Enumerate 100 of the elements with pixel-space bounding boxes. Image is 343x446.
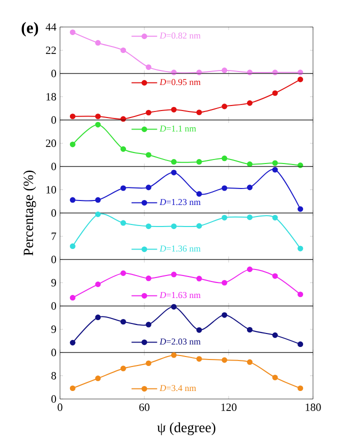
x-tick-label: 60 [139, 404, 150, 411]
point [196, 276, 202, 282]
legend-label: D=0.95 nm [160, 79, 201, 86]
point [196, 110, 202, 116]
point [146, 152, 152, 158]
y-tick-label: 0 [51, 302, 56, 310]
y-tick-label: 20 [46, 140, 56, 147]
y-tick-label: 0 [51, 348, 56, 356]
point [95, 212, 101, 218]
legend-label: D=0.82 nm [160, 32, 201, 39]
y-tick-label: 0 [51, 116, 56, 124]
point [246, 161, 253, 167]
point [95, 114, 101, 120]
point [222, 68, 228, 74]
legend-label: D=1.1 nm [160, 126, 196, 132]
y-tick-label: 8 [51, 372, 56, 380]
point [272, 214, 278, 220]
point [222, 214, 228, 220]
point [196, 159, 202, 165]
legend-label: D=1.23 nm [160, 199, 201, 206]
point [298, 341, 304, 348]
point [120, 270, 126, 276]
y-tick-label: 0 [51, 162, 56, 170]
y-tick-label: 44 [46, 23, 56, 31]
y-tick-label: 22 [46, 46, 56, 54]
point [120, 185, 126, 191]
point [272, 166, 278, 173]
point [146, 322, 152, 328]
point [171, 159, 177, 165]
point [146, 64, 152, 70]
point [196, 191, 202, 197]
point [298, 206, 304, 212]
point [120, 146, 126, 152]
point [171, 304, 177, 310]
point [70, 197, 76, 203]
x-tick-label: 120 [221, 404, 236, 411]
point [298, 292, 304, 298]
x-axis-title: ψ (degree) [157, 422, 216, 436]
point [196, 327, 202, 333]
point [146, 223, 152, 230]
y-tick-label: 7 [52, 232, 56, 240]
point [196, 356, 202, 362]
legend-label: D=3.4 nm [160, 385, 196, 392]
y-tick-label: 0 [51, 70, 56, 78]
point [95, 197, 101, 203]
point [272, 160, 278, 166]
legend-label: D=1.63 nm [160, 292, 201, 298]
point [272, 273, 278, 279]
point [70, 142, 76, 148]
point [222, 156, 228, 162]
y-tick-label: 9 [51, 326, 56, 333]
point [222, 312, 228, 318]
point [146, 360, 152, 366]
point [246, 326, 253, 333]
x-tick-label: 180 [306, 404, 321, 411]
point [246, 184, 253, 190]
point [272, 90, 278, 96]
point [70, 29, 76, 36]
point [171, 170, 177, 176]
point [272, 332, 278, 338]
point [171, 352, 177, 358]
point [95, 281, 101, 288]
point [70, 114, 76, 120]
point [95, 40, 101, 46]
point [146, 110, 152, 116]
point [298, 246, 304, 252]
point [246, 266, 253, 272]
y-tick-label: 9 [51, 279, 56, 286]
point [95, 122, 101, 128]
point [120, 318, 126, 325]
point [95, 376, 101, 382]
y-tick-label: 0 [51, 256, 56, 264]
point [222, 280, 228, 286]
point [70, 340, 76, 346]
point [222, 357, 228, 363]
point [146, 184, 152, 190]
point [246, 214, 253, 220]
point [196, 223, 202, 229]
point [120, 220, 126, 226]
y-tick-label: 0 [51, 209, 56, 217]
point [246, 100, 253, 106]
y-tick-label: 0 [51, 395, 56, 403]
point [298, 76, 304, 82]
legend-label: D=2.03 nm [160, 338, 201, 345]
point [222, 104, 228, 110]
point [120, 47, 126, 54]
point [171, 223, 177, 230]
point [70, 243, 76, 250]
point [70, 294, 76, 301]
point [146, 276, 152, 282]
y-tick-label: 18 [46, 93, 56, 100]
text: (e) [22, 22, 38, 36]
y-tick-label: 10 [46, 186, 56, 194]
point [120, 366, 126, 372]
point [171, 106, 177, 112]
point [171, 272, 177, 278]
point [272, 374, 278, 380]
point [222, 185, 228, 191]
legend-label: D=1.36 nm [160, 246, 201, 252]
x-tick-label: 0 [58, 404, 62, 411]
